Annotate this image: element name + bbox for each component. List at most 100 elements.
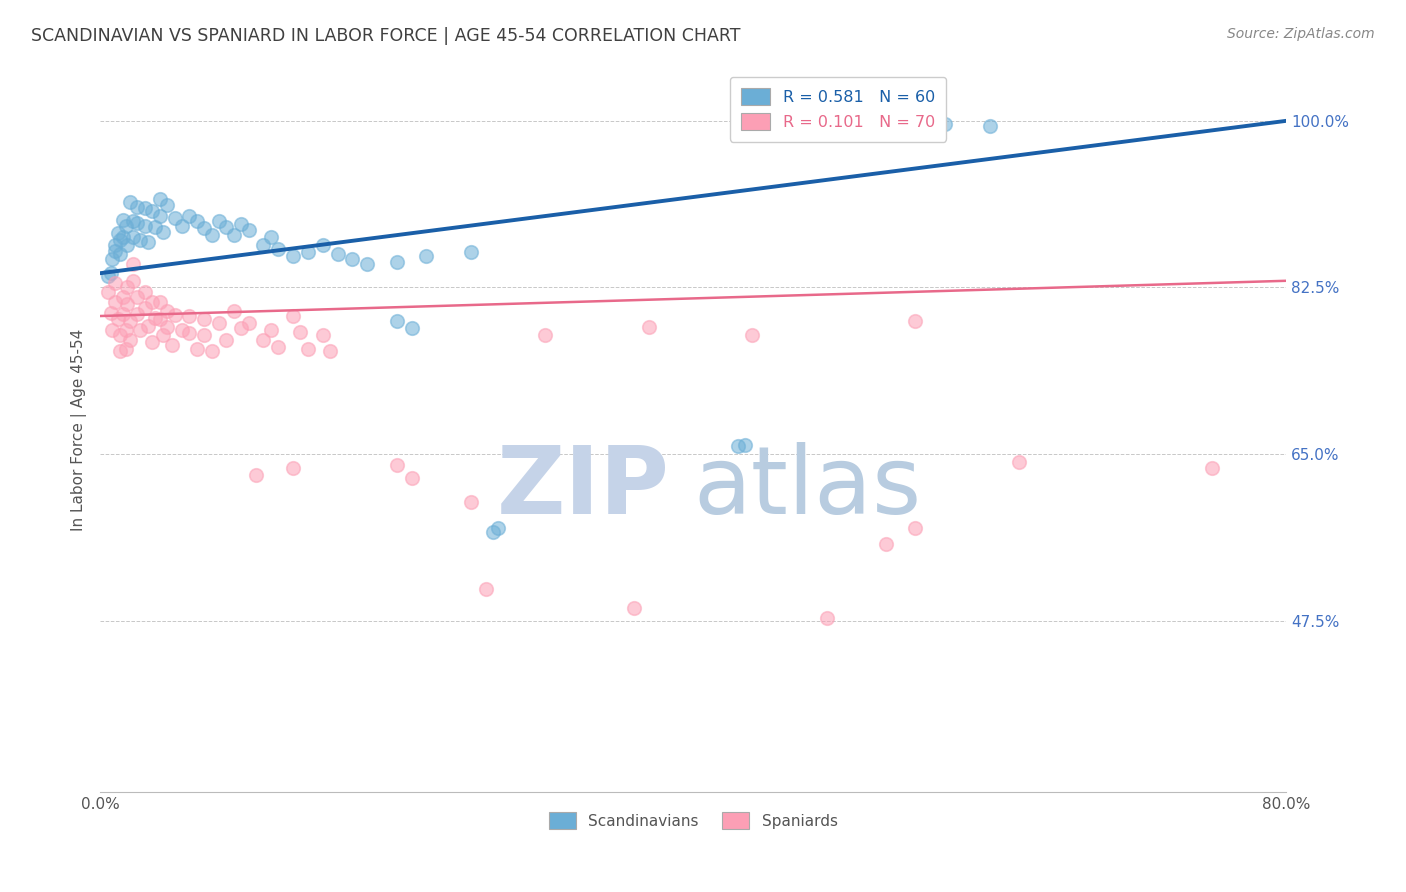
Point — [215, 220, 238, 235]
Point — [104, 237, 127, 252]
Point — [149, 209, 172, 223]
Point — [134, 301, 156, 316]
Point — [156, 304, 179, 318]
Point — [141, 334, 163, 349]
Point — [100, 266, 122, 280]
Point — [129, 323, 152, 337]
Point — [134, 285, 156, 300]
Point — [120, 333, 142, 347]
Point — [267, 340, 290, 354]
Point — [920, 114, 942, 128]
Point — [875, 537, 897, 551]
Point — [141, 294, 163, 309]
Y-axis label: In Labor Force | Age 45-54: In Labor Force | Age 45-54 — [72, 329, 87, 532]
Point — [107, 226, 129, 240]
Point — [385, 254, 408, 268]
Point — [245, 467, 267, 482]
Point — [122, 274, 145, 288]
Point — [231, 217, 253, 231]
Point — [319, 344, 342, 359]
Point — [111, 290, 134, 304]
Point — [115, 280, 138, 294]
Point — [104, 244, 127, 259]
Point — [163, 308, 186, 322]
Point — [222, 228, 245, 243]
Point — [115, 237, 138, 252]
Point — [231, 321, 253, 335]
Point — [727, 439, 749, 453]
Point — [179, 326, 201, 340]
Point — [200, 228, 222, 243]
Point — [149, 311, 172, 326]
Point — [163, 211, 186, 225]
Point — [297, 245, 319, 260]
Text: Source: ZipAtlas.com: Source: ZipAtlas.com — [1227, 27, 1375, 41]
Point — [637, 320, 659, 334]
Point — [460, 494, 482, 508]
Point — [342, 252, 364, 266]
Point — [356, 257, 378, 271]
Point — [143, 220, 166, 235]
Point — [149, 294, 172, 309]
Point — [904, 521, 927, 535]
Point — [297, 343, 319, 357]
Point — [186, 343, 208, 357]
Point — [141, 204, 163, 219]
Point — [134, 219, 156, 233]
Point — [260, 230, 283, 244]
Point — [267, 243, 290, 257]
Point — [114, 323, 136, 337]
Point — [193, 311, 215, 326]
Point — [222, 304, 245, 318]
Point — [281, 461, 304, 475]
Text: SCANDINAVIAN VS SPANIARD IN LABOR FORCE | AGE 45-54 CORRELATION CHART: SCANDINAVIAN VS SPANIARD IN LABOR FORCE … — [31, 27, 741, 45]
Point — [179, 209, 201, 223]
Point — [152, 328, 174, 343]
Point — [474, 582, 496, 597]
Point — [170, 323, 193, 337]
Point — [152, 225, 174, 239]
Point — [179, 309, 201, 323]
Point — [734, 437, 756, 451]
Point — [107, 311, 129, 326]
Point — [934, 117, 956, 131]
Point — [534, 328, 557, 343]
Point — [200, 344, 222, 359]
Point — [193, 221, 215, 235]
Point — [281, 309, 304, 323]
Point — [385, 458, 408, 473]
Point — [111, 307, 134, 321]
Point — [238, 223, 260, 237]
Point — [136, 318, 159, 333]
Point — [312, 328, 335, 343]
Point — [252, 333, 274, 347]
Point — [108, 344, 131, 359]
Point — [127, 290, 149, 304]
Point — [104, 294, 127, 309]
Point — [100, 306, 122, 320]
Point — [1201, 461, 1223, 475]
Point — [281, 249, 304, 263]
Point — [482, 525, 505, 540]
Point — [143, 310, 166, 325]
Point — [815, 611, 838, 625]
Point — [979, 119, 1001, 133]
Point — [120, 314, 142, 328]
Point — [170, 219, 193, 233]
Point — [134, 202, 156, 216]
Legend: Scandinavians, Spaniards: Scandinavians, Spaniards — [543, 806, 844, 835]
Point — [238, 316, 260, 330]
Point — [741, 328, 763, 343]
Point — [127, 307, 149, 321]
Point — [156, 320, 179, 334]
Point — [326, 247, 349, 261]
Point — [108, 328, 131, 343]
Point — [122, 214, 145, 228]
Point — [208, 316, 231, 330]
Point — [186, 214, 208, 228]
Point — [111, 212, 134, 227]
Point — [623, 601, 645, 615]
Point — [115, 296, 138, 310]
Point — [127, 200, 149, 214]
Point — [97, 268, 120, 283]
